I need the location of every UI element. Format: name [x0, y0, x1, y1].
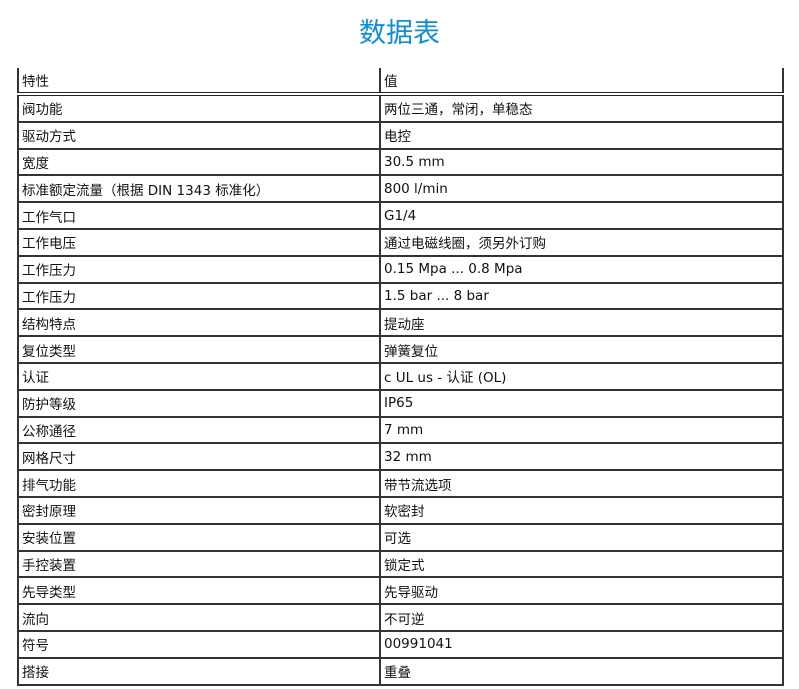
feature-cell: 复位类型	[17, 336, 381, 364]
table-row: 工作压力 0.15 Mpa ... 0.8 Mpa	[17, 255, 784, 284]
feature-cell: 流向	[17, 604, 381, 632]
feature-cell: 工作气口	[17, 202, 381, 230]
value-cell: 7 mm	[379, 416, 784, 445]
table-row: 排气功能 带节流选项	[17, 470, 784, 498]
value-cell: 不可逆	[379, 604, 784, 632]
table-row: 公称通径 7 mm	[17, 416, 784, 445]
feature-cell: 驱动方式	[17, 121, 381, 150]
value-cell: 带节流选项	[379, 470, 784, 498]
table-row: 工作气口 G1/4	[17, 202, 784, 230]
value-cell: IP65	[379, 389, 784, 418]
feature-cell: 工作压力	[17, 255, 381, 284]
header-value: 值	[379, 68, 784, 96]
feature-cell: 防护等级	[17, 389, 381, 418]
value-cell: 两位三通，常闭，单稳态	[379, 94, 784, 123]
table-row: 宽度 30.5 mm	[17, 148, 784, 177]
feature-cell: 认证	[17, 362, 381, 391]
value-cell: 先导驱动	[379, 577, 784, 606]
feature-cell: 公称通径	[17, 416, 381, 445]
table-row: 工作压力 1.5 bar ... 8 bar	[17, 282, 784, 311]
value-cell: c UL us - 认证 (OL)	[379, 362, 784, 391]
feature-cell: 符号	[17, 630, 381, 659]
table-row: 安装位置 可选	[17, 523, 784, 552]
table-row: 防护等级 IP65	[17, 389, 784, 418]
table-row: 标准额定流量（根据 DIN 1343 标准化） 800 l/min	[17, 175, 784, 204]
feature-cell: 标准额定流量（根据 DIN 1343 标准化）	[17, 175, 381, 204]
value-cell: 32 mm	[379, 443, 784, 472]
value-cell: 00991041	[379, 630, 784, 659]
feature-cell: 工作压力	[17, 282, 381, 311]
table-row: 先导类型 先导驱动	[17, 577, 784, 606]
feature-cell: 工作电压	[17, 228, 381, 257]
table-row: 工作电压 通过电磁线圈，须另外订购	[17, 228, 784, 257]
table-row: 搭接 重叠	[17, 657, 784, 686]
datasheet-table: 特性 值 阀功能 两位三通，常闭，单稳态 驱动方式 电控 宽度 30.5 mm 标准额定流量…	[17, 68, 784, 686]
feature-cell: 密封原理	[17, 496, 381, 525]
table-row: 流向 不可逆	[17, 604, 784, 632]
feature-cell: 结构特点	[17, 309, 381, 338]
page-title: 数据表	[359, 18, 440, 49]
feature-cell: 网格尺寸	[17, 443, 381, 472]
value-cell: G1/4	[379, 202, 784, 230]
feature-cell: 搭接	[17, 657, 381, 686]
table-row: 结构特点 提动座	[17, 309, 784, 338]
feature-cell: 先导类型	[17, 577, 381, 606]
value-cell: 弹簧复位	[379, 336, 784, 364]
table-row: 手控装置 锁定式	[17, 550, 784, 579]
table-row: 密封原理 软密封	[17, 496, 784, 525]
header-feature: 特性	[17, 68, 381, 96]
feature-cell: 手控装置	[17, 550, 381, 579]
feature-cell: 排气功能	[17, 470, 381, 498]
value-cell: 重叠	[379, 657, 784, 686]
feature-cell: 安装位置	[17, 523, 381, 552]
value-cell: 电控	[379, 121, 784, 150]
value-cell: 800 l/min	[379, 175, 784, 204]
value-cell: 可选	[379, 523, 784, 552]
value-cell: 0.15 Mpa ... 0.8 Mpa	[379, 255, 784, 284]
value-cell: 通过电磁线圈，须另外订购	[379, 228, 784, 257]
table-row: 网格尺寸 32 mm	[17, 443, 784, 472]
value-cell: 1.5 bar ... 8 bar	[379, 282, 784, 311]
table-row: 复位类型 弹簧复位	[17, 336, 784, 364]
table-row: 驱动方式 电控	[17, 121, 784, 150]
table-header-row: 特性 值	[17, 68, 784, 96]
value-cell: 提动座	[379, 309, 784, 338]
feature-cell: 阀功能	[17, 94, 381, 123]
table-row: 符号 00991041	[17, 630, 784, 659]
feature-cell: 宽度	[17, 148, 381, 177]
value-cell: 30.5 mm	[379, 148, 784, 177]
value-cell: 锁定式	[379, 550, 784, 579]
value-cell: 软密封	[379, 496, 784, 525]
table-row: 阀功能 两位三通，常闭，单稳态	[17, 94, 784, 123]
table-row: 认证 c UL us - 认证 (OL)	[17, 362, 784, 391]
